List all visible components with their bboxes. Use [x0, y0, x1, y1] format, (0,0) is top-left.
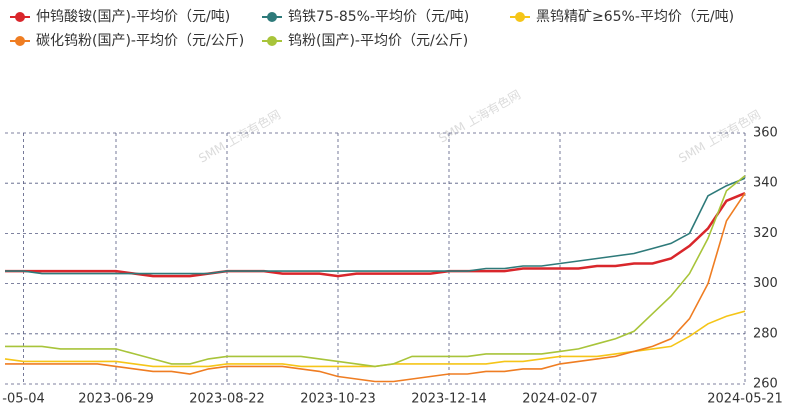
legend-label: 碳化钨粉(国产)-平均价（元/公斤) [36, 33, 244, 49]
x-tick-label: -05-04 [2, 392, 44, 407]
legend-marker [267, 36, 277, 46]
x-tick-label: 2023-08-22 [189, 392, 265, 407]
watermark: SMM 上海有色网 [436, 87, 523, 146]
legend-marker [267, 12, 277, 22]
legend-label: 仲钨酸铵(国产)-平均价（元/吨) [36, 9, 230, 25]
x-tick-label: 2023-10-23 [300, 392, 376, 407]
series-line [5, 192, 746, 383]
x-tick-label: 2023-12-14 [411, 392, 487, 407]
series-line [5, 192, 746, 278]
legend-marker [15, 12, 25, 22]
x-tick-label: 2023-06-29 [78, 392, 154, 407]
y-tick-label: 360 [753, 126, 778, 141]
legend-label: 钨粉(国产)-平均价（元/公斤) [288, 33, 468, 49]
y-tick-label: 260 [753, 377, 778, 392]
y-tick-label: 320 [753, 226, 778, 241]
legend-marker [515, 12, 525, 22]
legend-marker [15, 36, 25, 46]
series-line [5, 175, 746, 368]
legend-label: 黑钨精矿≥65%-平均价（元/吨) [536, 9, 734, 25]
legend-label: 钨铁75-85%-平均价（元/吨) [288, 9, 469, 25]
y-tick-label: 300 [753, 276, 778, 291]
x-tick-label: 2024-02-07 [522, 392, 598, 407]
series-line [5, 177, 746, 275]
watermark: SMM 上海有色网 [196, 107, 283, 166]
y-tick-label: 280 [753, 326, 778, 341]
watermark: SMM 上海有色网 [676, 107, 763, 166]
x-tick-label: 2024-05-21 [707, 392, 783, 407]
y-tick-label: 340 [753, 176, 778, 191]
